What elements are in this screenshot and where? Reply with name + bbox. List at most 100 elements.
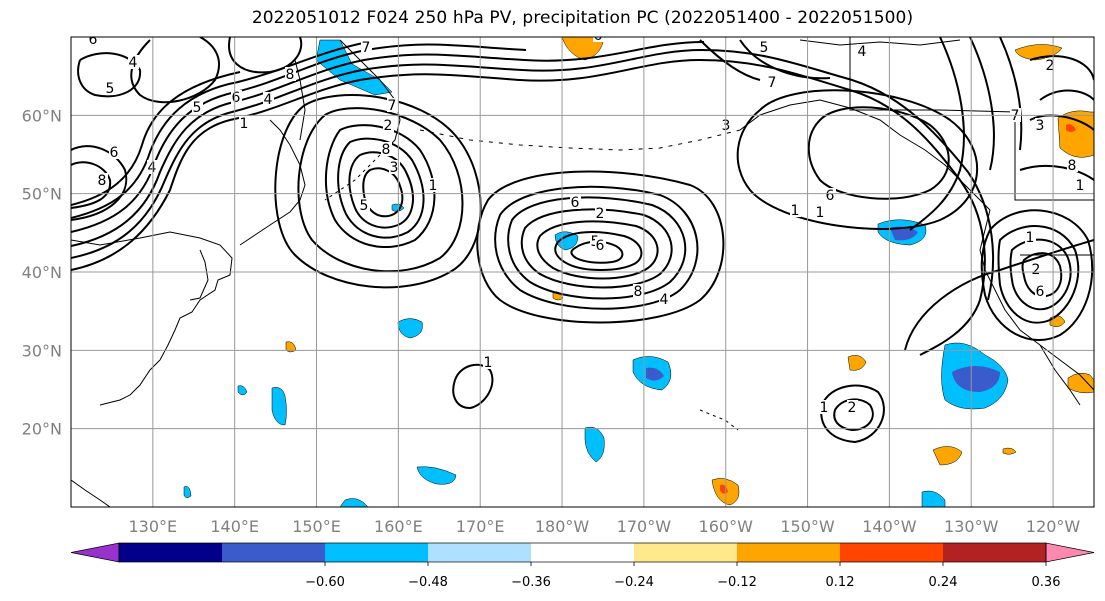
contour-label: 6 — [594, 28, 603, 44]
contour-label: 2 — [1046, 58, 1055, 74]
contour-label: 2 — [848, 400, 857, 416]
colorbar-tick-label: −0.12 — [717, 575, 757, 590]
contour-label-bg — [815, 205, 826, 219]
colorbar-segment — [222, 543, 326, 562]
pv-contour — [1039, 89, 1094, 101]
precip-negative-area — [416, 466, 457, 485]
contour-label-bg — [1031, 262, 1042, 276]
contour-label-bg — [1067, 158, 1078, 172]
coastline-alaska-north — [799, 39, 961, 46]
precip-positive-area — [932, 446, 963, 466]
contour-label: 2 — [596, 206, 605, 222]
colorbar-segment — [943, 543, 1047, 562]
lat-tick-label: 20°N — [22, 420, 62, 439]
pv-contour — [337, 137, 425, 239]
coastlines — [71, 37, 1094, 507]
contour-label-bg — [659, 292, 670, 306]
pv-contour — [833, 398, 874, 432]
contour-label: 5 — [760, 40, 769, 56]
pv-contour — [362, 167, 404, 218]
pv-contour — [507, 196, 687, 300]
precip-negative-area — [183, 486, 192, 498]
contour-label-bg — [595, 206, 606, 220]
contour-label-bg — [263, 92, 274, 106]
map-frame — [70, 36, 1095, 508]
coastline-japan — [239, 119, 306, 246]
contour-label: 5 — [193, 100, 202, 116]
precip-negative-area — [237, 385, 248, 396]
coastline-canada-border — [849, 37, 1094, 201]
pv-contour — [904, 239, 1094, 351]
lon-tick-label: 170°E — [456, 517, 505, 536]
lat-tick-label: 50°N — [22, 185, 62, 204]
pv-contour — [969, 37, 995, 171]
pv-contour — [1019, 164, 1094, 181]
contour-label-bg — [721, 118, 732, 132]
contour-label: 6 — [826, 188, 835, 204]
contour-label: 1 — [240, 116, 249, 132]
precip-negative-area — [584, 426, 605, 463]
pv-contour — [980, 209, 1094, 341]
precip-positive-area — [1066, 124, 1076, 132]
precip-positive-area — [1067, 372, 1094, 394]
contour-labels: 6455641876847283516256841123467561267238… — [88, 28, 1086, 416]
pv-contour — [536, 220, 659, 280]
colorbar-tick-label: −0.36 — [511, 575, 551, 590]
pv-contour — [130, 37, 220, 104]
contour-label-bg — [1045, 58, 1056, 72]
colorbar-tick-label: −0.24 — [614, 575, 654, 590]
contour-label: 4 — [148, 160, 157, 176]
pv-contours — [71, 37, 1094, 444]
pv-contour — [1029, 55, 1094, 81]
colorbar-segment — [428, 543, 532, 562]
pv-contour — [739, 39, 831, 80]
pv-contour — [997, 225, 1080, 324]
contour-label: 1 — [484, 355, 493, 371]
contour-label: 1 — [1076, 178, 1085, 194]
contour-label: 7 — [768, 75, 777, 91]
contour-label: 5 — [106, 81, 115, 97]
contour-label-bg — [847, 400, 858, 414]
latitude-axis: 20°N 30°N 40°N 50°N 60°N — [22, 106, 62, 438]
colorbar-segment — [634, 543, 738, 562]
contour-label: 7 — [1011, 108, 1020, 124]
lon-tick-label: 130°W — [944, 517, 999, 536]
contour-label: 4 — [858, 44, 867, 60]
contour-label: 6 — [89, 32, 98, 48]
pv-contour — [909, 37, 965, 231]
lon-tick-label: 120°W — [1026, 517, 1081, 536]
pv-contour — [736, 89, 979, 230]
contour-label: 2 — [1032, 262, 1041, 278]
pv-contour — [228, 37, 303, 74]
colorbar-segment — [119, 543, 223, 562]
precip-negative-area — [339, 498, 369, 507]
pv-contour — [494, 185, 699, 310]
contour-label-bg — [857, 44, 868, 58]
contour-label-bg — [97, 173, 108, 187]
contour-label: 4 — [660, 292, 669, 308]
colorbar-extend-high — [1045, 542, 1095, 563]
colorbar-tick-label: 0.24 — [929, 575, 958, 590]
contour-label-bg — [759, 40, 770, 54]
pv-contour — [807, 106, 950, 200]
gridlines — [71, 37, 1094, 507]
colorbar-segment — [325, 543, 429, 562]
contour-label-bg — [105, 81, 116, 95]
coastline-hawaii — [699, 409, 739, 431]
longitude-axis: 130°E 140°E 150°E 160°E 170°E 180°W 170°W 160°W… — [129, 517, 1081, 536]
contour-label-bg — [231, 90, 242, 104]
pv-contour — [1029, 114, 1094, 131]
coastline-korea — [189, 249, 209, 301]
contour-label: 6 — [1036, 284, 1045, 300]
lon-tick-label: 150°E — [292, 517, 341, 536]
contour-label: 7 — [362, 40, 371, 56]
contour-label-bg — [1025, 230, 1036, 244]
colorbar-segment — [531, 543, 635, 562]
precip-negative-area — [271, 387, 287, 426]
coastline-baja — [1039, 344, 1081, 406]
lat-tick-label: 60°N — [22, 106, 62, 125]
lon-tick-label: 160°W — [699, 517, 754, 536]
contour-label: 8 — [98, 173, 107, 189]
pv-contour — [324, 124, 436, 249]
contour-label-bg — [88, 37, 99, 46]
